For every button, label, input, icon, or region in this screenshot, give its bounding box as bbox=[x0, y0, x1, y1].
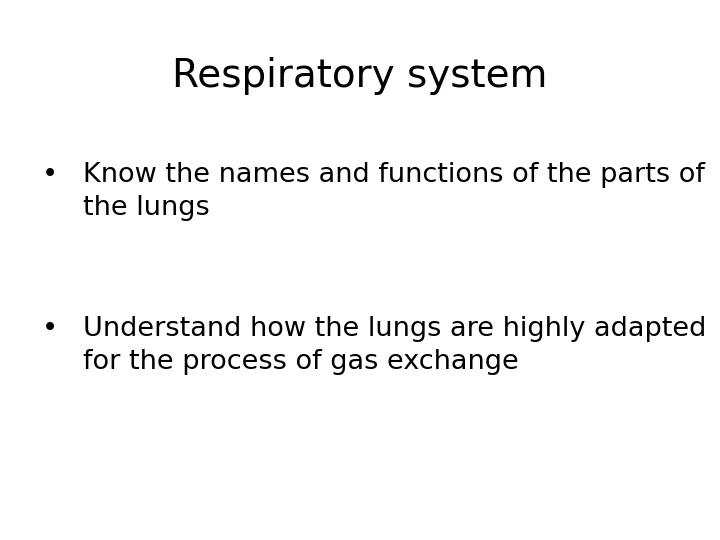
Text: Understand how the lungs are highly adapted
for the process of gas exchange: Understand how the lungs are highly adap… bbox=[83, 316, 706, 375]
Text: Know the names and functions of the parts of
the lungs: Know the names and functions of the part… bbox=[83, 162, 705, 221]
Text: •: • bbox=[42, 162, 58, 188]
Text: Respiratory system: Respiratory system bbox=[172, 57, 548, 94]
Text: •: • bbox=[42, 316, 58, 342]
